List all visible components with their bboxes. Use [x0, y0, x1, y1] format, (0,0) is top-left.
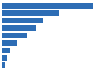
Bar — [2, 48, 10, 53]
Bar — [2, 11, 59, 16]
Bar — [2, 62, 5, 68]
Bar — [2, 3, 93, 9]
Bar — [2, 18, 43, 23]
Bar — [2, 33, 27, 38]
Bar — [2, 40, 17, 46]
Bar — [2, 55, 7, 60]
Bar — [2, 25, 36, 31]
